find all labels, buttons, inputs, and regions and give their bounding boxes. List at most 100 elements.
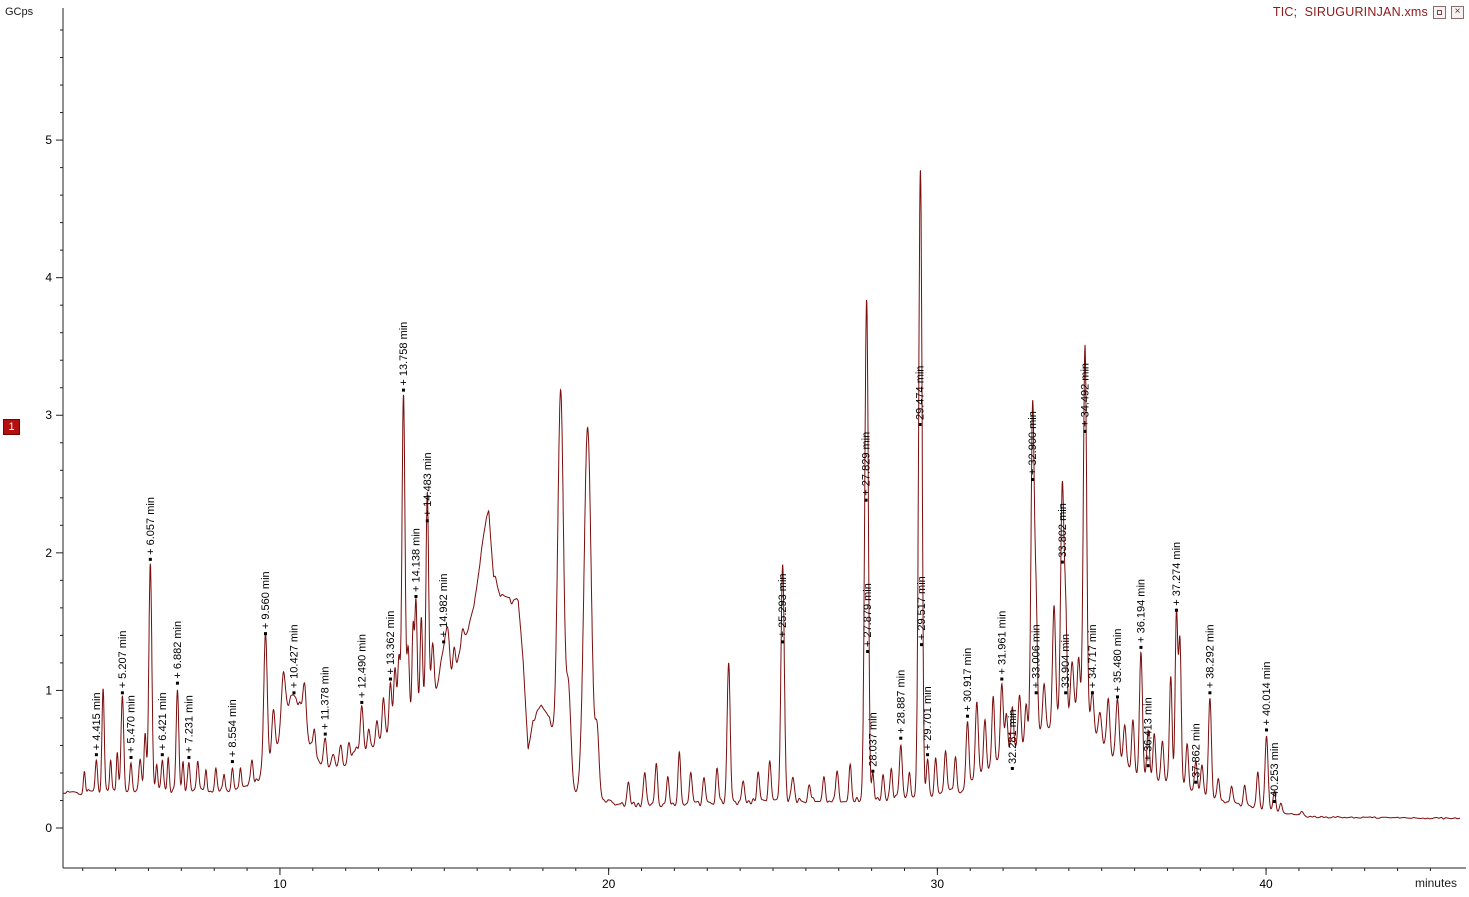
peak-label: + 13.758 min	[398, 322, 410, 386]
peak-marker	[175, 681, 179, 685]
peak-marker	[1090, 691, 1094, 695]
restore-icon[interactable]	[1433, 5, 1446, 19]
peak-marker	[230, 760, 234, 764]
peak-label: + 10.427 min	[288, 624, 300, 688]
peak-marker	[926, 753, 930, 757]
peak-marker	[1000, 677, 1004, 681]
peak-marker	[388, 677, 392, 681]
peak-label: + 8.554 min	[227, 699, 239, 757]
peak-marker	[263, 632, 267, 636]
peak-marker	[1208, 691, 1212, 695]
x-tick-label: 10	[273, 877, 287, 891]
y-tick-label: 3	[45, 408, 52, 422]
tic-trace	[63, 170, 1460, 820]
peak-label: + 14.982 min	[438, 573, 450, 637]
peak-label: + 32.900 min	[1027, 411, 1039, 475]
peak-marker	[1265, 728, 1269, 732]
peak-marker	[966, 714, 969, 718]
peak-label: + 37.274 min	[1171, 542, 1183, 606]
trace-number-badge[interactable]: 1	[3, 419, 20, 435]
peak-marker	[442, 640, 446, 644]
peak-marker	[1034, 691, 1038, 695]
peak-marker	[360, 700, 364, 704]
peak-marker	[1064, 691, 1068, 695]
x-tick-label: 40	[1259, 877, 1273, 891]
peak-marker	[1146, 764, 1150, 768]
peak-label: + 7.231 min	[183, 695, 195, 753]
peak-label: + 30.917 min	[962, 648, 974, 712]
peak-label: + 6.882 min	[172, 621, 184, 679]
peak-marker	[120, 691, 124, 695]
peak-marker	[871, 769, 875, 773]
peak-label: 40.253 min	[1269, 743, 1281, 797]
peak-marker	[323, 732, 327, 736]
peak-marker	[425, 519, 429, 523]
plot-titlebar: TIC; SIRUGURINJAN.xms ×	[1273, 5, 1464, 19]
x-tick-label: 30	[931, 877, 945, 891]
peak-marker	[1194, 780, 1198, 784]
peak-label: 32.281 min	[1007, 710, 1019, 764]
peak-label: + 14.138 min	[410, 528, 422, 592]
peak-marker	[129, 755, 133, 759]
peak-label: + 34.492 min	[1080, 363, 1092, 427]
peak-label: 37.862 min	[1190, 723, 1202, 777]
y-tick-label: 4	[45, 271, 52, 285]
peak-label: + 6.421 min	[157, 692, 169, 750]
peak-marker	[414, 594, 418, 598]
peak-marker	[1174, 608, 1178, 612]
peak-label: + 5.207 min	[117, 630, 129, 688]
peak-label: + 29.517 min	[916, 576, 928, 640]
peak-label: + 12.490 min	[356, 634, 368, 698]
peak-marker	[781, 640, 785, 644]
peak-marker	[1115, 695, 1119, 699]
peak-label: + 36.194 min	[1135, 579, 1147, 643]
peak-marker	[1010, 766, 1014, 770]
x-axis-unit-label: minutes	[1414, 876, 1457, 890]
peak-label: 29.474 min	[915, 366, 927, 420]
plot-title: TIC; SIRUGURINJAN.xms	[1272, 5, 1428, 19]
peak-label: + 29.701 min	[922, 686, 934, 750]
peak-marker	[187, 755, 191, 759]
y-tick-label: 5	[45, 133, 52, 147]
peak-label: + 25.293 min	[777, 573, 789, 637]
peak-marker	[864, 498, 868, 502]
peak-marker	[94, 753, 98, 757]
peak-label: + 34.717 min	[1087, 624, 1099, 688]
peak-label: + 14.483 min	[422, 452, 434, 516]
peak-label: + 4.415 min	[91, 692, 103, 750]
close-icon[interactable]: ×	[1451, 5, 1464, 19]
y-axis-unit-label: GCps	[5, 6, 34, 18]
peak-label: + 28.887 min	[895, 670, 907, 734]
peak-marker	[1031, 478, 1035, 482]
peak-marker	[1060, 560, 1064, 564]
peak-label: + 27.879 min	[862, 583, 874, 647]
peak-label: 33.802 min	[1057, 503, 1069, 557]
peak-marker	[918, 423, 922, 427]
peak-marker	[899, 736, 903, 740]
peak-marker	[1083, 429, 1087, 433]
peak-label: + 35.480 min	[1112, 629, 1124, 693]
peak-label: + 33.006 min	[1031, 624, 1043, 688]
peak-marker	[919, 643, 923, 647]
peak-marker	[1139, 645, 1143, 649]
peak-marker	[401, 388, 405, 392]
peak-marker	[148, 557, 152, 561]
peak-label: + 11.378 min	[320, 666, 332, 729]
peak-label: + 38.292 min	[1204, 624, 1216, 688]
peak-marker	[866, 650, 870, 654]
peak-label: 33.904 min	[1060, 634, 1072, 688]
x-tick-label: 20	[602, 877, 616, 891]
peak-label: + 40.014 min	[1261, 662, 1273, 726]
peak-label: + 31.961 min	[996, 611, 1008, 675]
peak-label: + 9.560 min	[260, 571, 272, 629]
peak-label: + 27.829 min	[860, 432, 872, 496]
peak-marker	[160, 753, 164, 757]
y-tick-label: 2	[45, 546, 52, 560]
y-tick-label: 1	[45, 683, 52, 697]
peak-marker	[292, 691, 296, 695]
peak-label: + 6.057 min	[145, 497, 157, 555]
peak-label: + 13.362 min	[385, 611, 397, 675]
peak-label: + 36.413 min	[1143, 697, 1155, 761]
